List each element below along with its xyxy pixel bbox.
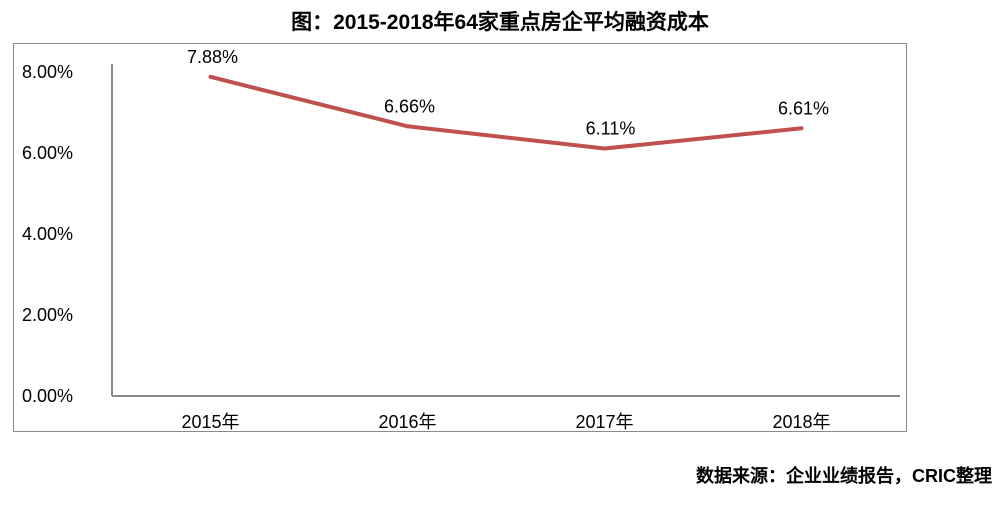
data-point xyxy=(405,124,410,129)
y-tick-label: 2.00% xyxy=(22,305,73,325)
series-line xyxy=(210,74,802,151)
chart-frame xyxy=(13,43,907,432)
data-label: 6.11% xyxy=(586,119,636,139)
data-label: 7.88% xyxy=(187,47,238,67)
y-tick-label: 6.00% xyxy=(22,143,73,163)
y-tick-label: 0.00% xyxy=(22,386,73,406)
data-label: 6.66% xyxy=(384,96,435,116)
x-tick-label: 2018年 xyxy=(772,412,830,432)
y-tick-label: 4.00% xyxy=(22,224,73,244)
source-note: 数据来源：企业业绩报告，CRIC整理 xyxy=(696,466,992,486)
data-label: 6.61% xyxy=(778,98,829,118)
data-point xyxy=(799,126,804,131)
data-point xyxy=(602,146,607,151)
chart-title: 图：2015-2018年64家重点房企平均融资成本 xyxy=(291,11,709,34)
x-tick-label: 2016年 xyxy=(378,412,436,432)
x-tick-label: 2015年 xyxy=(181,412,239,432)
data-point xyxy=(208,74,213,79)
y-tick-label: 8.00% xyxy=(22,62,73,82)
x-tick-label: 2017年 xyxy=(575,412,633,432)
